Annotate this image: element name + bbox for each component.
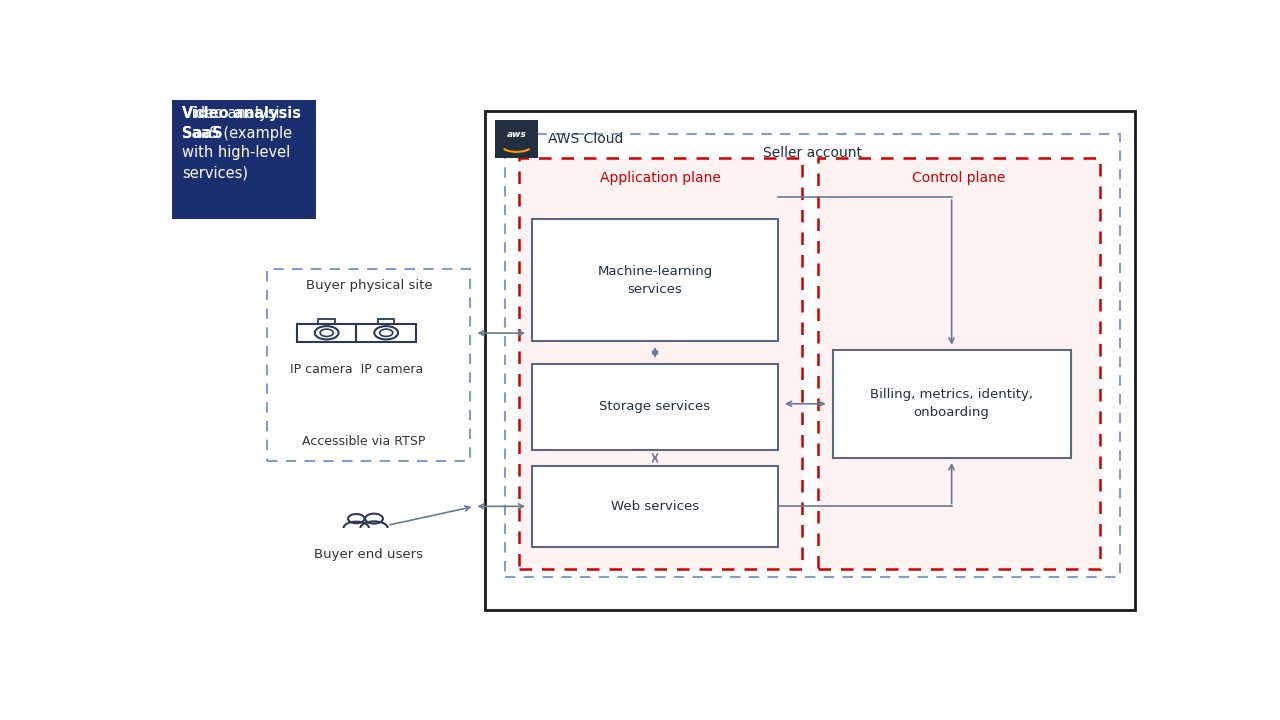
Bar [506,133,1120,577]
Text: Storage services: Storage services [599,400,710,413]
Bar [297,324,356,342]
Bar [378,319,394,324]
Text: Buyer physical site: Buyer physical site [306,279,433,292]
Bar [832,350,1070,458]
Text: Video analysis
SaaS (example
with high-level
services): Video analysis SaaS (example with high-l… [182,106,292,180]
Bar [495,120,538,158]
Bar [520,158,801,569]
Bar [532,220,778,341]
Bar [532,466,778,546]
Text: Buyer end users: Buyer end users [314,549,422,562]
Bar [818,158,1101,569]
Bar [356,324,416,342]
Text: aws: aws [507,130,526,139]
Text: Billing, metrics, identity,
onboarding: Billing, metrics, identity, onboarding [870,388,1033,419]
Bar [319,319,334,324]
Text: Web services: Web services [611,500,699,513]
Text: Seller account: Seller account [763,145,863,160]
Bar [485,112,1135,611]
Text: Application plane: Application plane [600,171,721,184]
Text: Accessible via RTSP: Accessible via RTSP [302,435,425,448]
Text: Machine-learning
services: Machine-learning services [598,265,713,296]
Text: AWS Cloud: AWS Cloud [548,132,623,146]
Text: Video analysis
SaaS: Video analysis SaaS [182,106,301,140]
Text: Control plane: Control plane [913,171,1006,184]
Bar [532,364,778,449]
Bar [172,100,316,220]
Bar [268,269,471,461]
Text: IP camera  IP camera: IP camera IP camera [289,363,424,376]
